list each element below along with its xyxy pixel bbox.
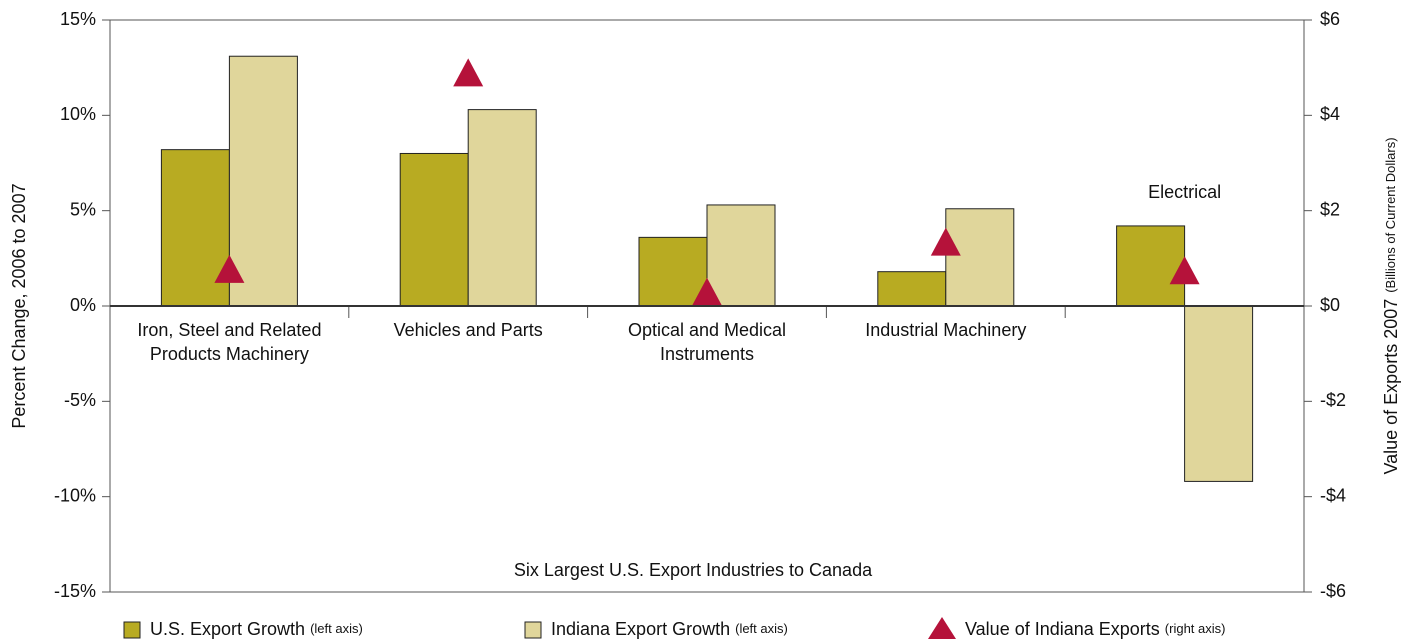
legend-label: U.S. Export Growth (left axis) — [150, 619, 363, 639]
bar — [945, 208, 1015, 307]
legend-note: (left axis) — [310, 621, 363, 636]
bar — [228, 55, 298, 307]
legend-note: (right axis) — [1165, 621, 1226, 636]
triangle-marker — [692, 277, 722, 306]
bar — [1184, 305, 1254, 482]
y2-tick-label: $2 — [1320, 199, 1340, 219]
y2-axis-label-main: Value of Exports 2007 — [1381, 299, 1401, 475]
y-tick-label: -5% — [64, 390, 96, 410]
y2-tick-label: -$6 — [1320, 581, 1346, 601]
bar — [399, 152, 469, 307]
y2-axis-label: Value of Exports 2007 (Billions of Curren… — [1381, 137, 1401, 474]
bar — [1116, 225, 1186, 307]
x-tick-label: Optical and Medical Instruments — [627, 320, 787, 364]
y-tick-label: 10% — [60, 104, 96, 124]
triangle-marker — [214, 254, 245, 283]
x-tick-label: Industrial Machinery — [865, 320, 1027, 340]
y-tick-label: -15% — [54, 581, 96, 601]
bar — [467, 109, 537, 307]
y2-axis-label-note: (Billions of Current Dollars) — [1383, 137, 1398, 292]
y2-tick-label: -$4 — [1320, 485, 1346, 505]
triangle-marker — [453, 58, 484, 87]
legend-swatch — [524, 621, 542, 639]
x-tick-label: Electrical — [1148, 181, 1222, 202]
bar — [877, 271, 947, 307]
y2-tick-label: -$2 — [1320, 390, 1346, 410]
triangle-marker — [930, 227, 961, 256]
y2-tick-label: $4 — [1320, 104, 1340, 124]
legend-marker — [928, 617, 956, 639]
bar — [706, 204, 776, 307]
legend-label: Value of Indiana Exports (right axis) — [965, 619, 1225, 639]
legend-swatch — [123, 621, 141, 639]
legend-note: (left axis) — [735, 621, 788, 636]
y-tick-label: -10% — [54, 485, 96, 505]
y2-tick-label: $6 — [1320, 9, 1340, 29]
x-tick-label: Vehicles and Parts — [393, 320, 543, 340]
legend-name: Value of Indiana Exports — [965, 619, 1160, 639]
bar — [638, 236, 708, 307]
triangle-marker — [1169, 256, 1200, 285]
y-tick-label: 15% — [60, 9, 96, 29]
legend-name: U.S. Export Growth — [150, 619, 305, 639]
y-axis-label: Percent Change, 2006 to 2007 — [9, 183, 29, 428]
legend-label: Indiana Export Growth (left axis) — [551, 619, 788, 639]
y-tick-label: 5% — [70, 199, 96, 219]
legend-name: Indiana Export Growth — [551, 619, 730, 639]
y2-tick-label: $0 — [1320, 295, 1340, 315]
x-axis-label: Six Largest U.S. Export Industries to Ca… — [514, 560, 873, 580]
x-tick-label: Iron, Steel and Related Products Machine… — [137, 320, 322, 364]
y-tick-label: 0% — [70, 295, 96, 315]
